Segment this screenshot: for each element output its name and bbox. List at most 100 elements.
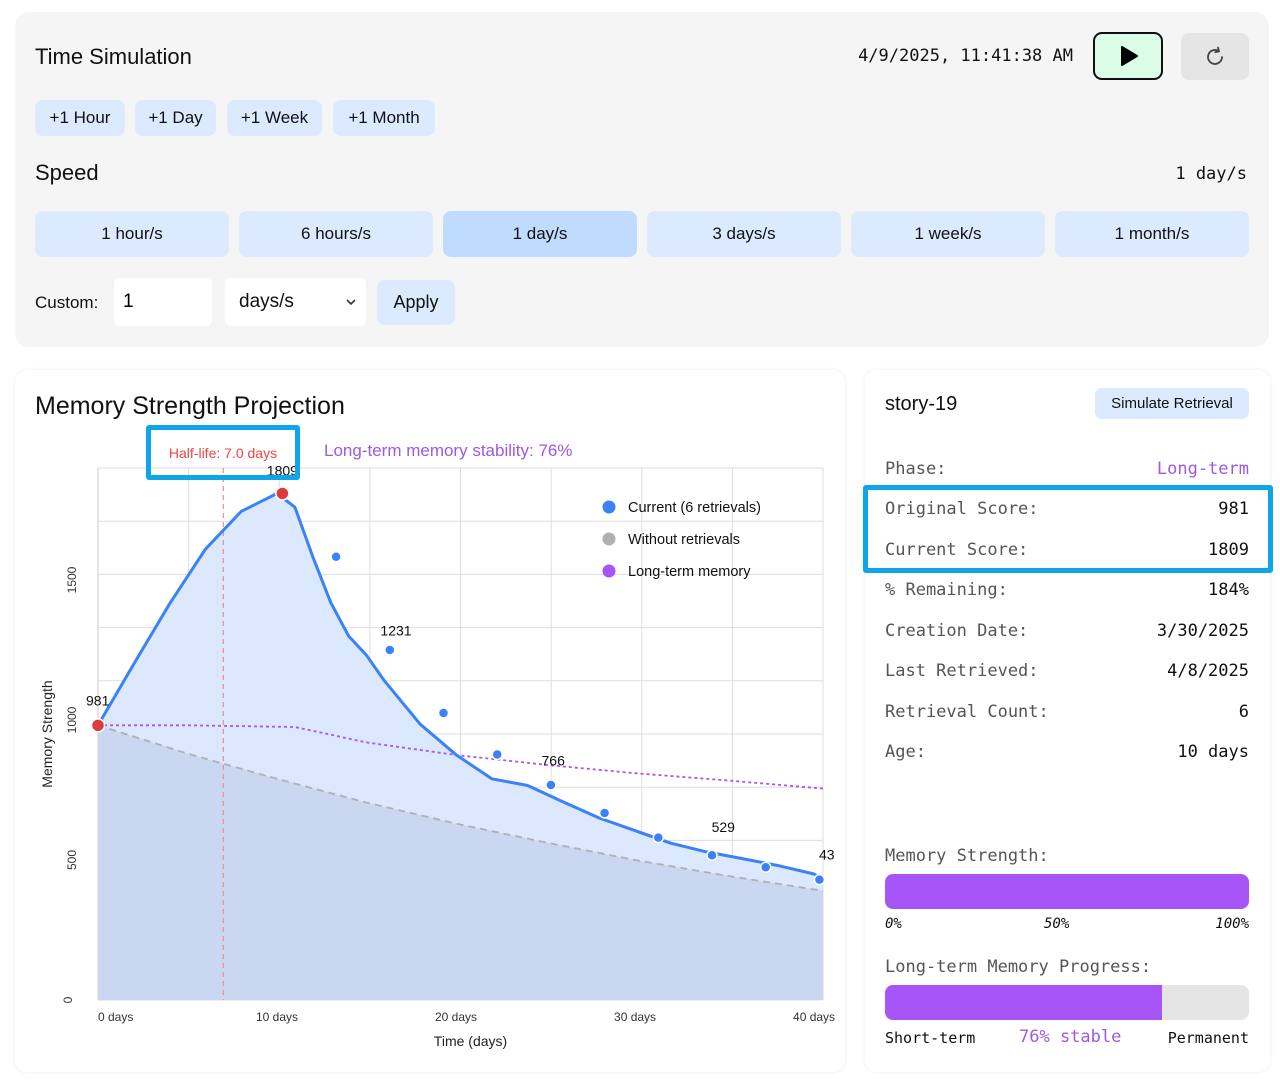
stat-label: Last Retrieved: xyxy=(885,661,1039,681)
play-button[interactable] xyxy=(1093,32,1163,80)
strength-tick-50: 50% xyxy=(1044,916,1070,932)
stat-row-phase: Phase: Long-term xyxy=(885,459,1249,483)
data-label: 43 xyxy=(819,847,835,863)
story-detail-card: story-19 Simulate Retrieval Phase: Long-… xyxy=(863,370,1273,1072)
retrieval-point xyxy=(652,831,665,844)
retrieval-point xyxy=(384,644,396,656)
score-marker xyxy=(90,718,106,733)
chevron-down-icon xyxy=(346,299,356,306)
chart-title: Memory Strength Projection xyxy=(35,392,345,420)
memory-strength-bar xyxy=(885,874,1249,909)
chart-areas xyxy=(98,493,823,1000)
speed-3-days-button[interactable]: 3 days/s xyxy=(647,211,841,257)
apply-button[interactable]: Apply xyxy=(377,280,455,325)
story-id: story-19 xyxy=(885,393,958,415)
short-term-label: Short-term xyxy=(885,1029,976,1047)
current-score-value: 1809 xyxy=(1208,540,1249,560)
phase-value: Long-term xyxy=(1156,459,1249,479)
speed-6-hours-button[interactable]: 6 hours/s xyxy=(239,211,433,257)
simulated-datetime: 4/9/2025, 11:41:38 AM xyxy=(858,46,1073,66)
y-tick-label: 1500 xyxy=(65,566,79,593)
speed-1-month-button[interactable]: 1 month/s xyxy=(1055,211,1249,257)
chart-labels: 0 days 10 days 20 days 30 days 40 days 0 500 10… xyxy=(39,462,835,1049)
strength-tick-0: 0% xyxy=(885,916,902,932)
retrieval-point xyxy=(437,707,450,719)
stat-label: Creation Date: xyxy=(885,621,1029,641)
jump-week-button[interactable]: +1 Week xyxy=(227,100,322,136)
retrieval-count-value: 6 xyxy=(1238,702,1249,722)
speed-1-hour-button[interactable]: 1 hour/s xyxy=(35,211,229,257)
half-life-highlight: Half-life: 7.0 days xyxy=(146,425,300,480)
stat-label: Original Score: xyxy=(885,499,1039,519)
stat-label: Retrieval Count: xyxy=(885,702,1049,722)
stat-row-retrieval-count: Retrieval Count: 6 xyxy=(885,702,1249,726)
long-term-progress-label: Long-term Memory Progress: xyxy=(885,957,1152,977)
stable-percent-label: 76% stable xyxy=(1019,1027,1122,1047)
panel-title: Time Simulation xyxy=(35,44,192,69)
stat-row-original-score: Original Score: 981 xyxy=(885,499,1249,523)
jump-day-button[interactable]: +1 Day xyxy=(135,100,216,136)
y-tick-label: 1000 xyxy=(65,706,79,733)
legend-label: Long-term memory xyxy=(628,564,751,580)
x-tick-label: 0 days xyxy=(98,1010,133,1024)
chart-lines xyxy=(96,468,824,1000)
chart-points xyxy=(90,486,826,886)
stat-row-last-retrieved: Last Retrieved: 4/8/2025 xyxy=(885,661,1249,685)
play-icon xyxy=(1121,46,1138,66)
age-value: 10 days xyxy=(1177,742,1249,762)
data-label: 529 xyxy=(712,819,736,835)
legend-label: Without retrievals xyxy=(628,532,740,548)
retrieval-point xyxy=(759,861,772,874)
jump-hour-button[interactable]: +1 Hour xyxy=(35,100,125,136)
stat-row-creation-date: Creation Date: 3/30/2025 xyxy=(885,621,1249,645)
legend-dot xyxy=(602,500,616,514)
x-tick-label: 30 days xyxy=(614,1010,656,1024)
creation-date-value: 3/30/2025 xyxy=(1156,621,1249,641)
speed-value: 1 day/s xyxy=(1175,164,1247,184)
remaining-value: 184% xyxy=(1208,580,1249,600)
stability-label: Long-term memory stability: 76% xyxy=(324,441,573,460)
retrieval-point xyxy=(813,873,826,886)
long-term-progress-fill xyxy=(885,985,1162,1020)
memory-chart-card: 0 days 10 days 20 days 30 days 40 days 0 500 10… xyxy=(15,370,845,1072)
data-label: 1231 xyxy=(380,622,411,638)
long-term-progress-bar xyxy=(885,985,1249,1020)
x-tick-label: 40 days xyxy=(793,1010,835,1024)
stat-label: % Remaining: xyxy=(885,580,1008,600)
custom-label: Custom: xyxy=(35,293,99,312)
score-highlight xyxy=(863,485,1273,573)
stat-row-age: Age: 10 days xyxy=(885,742,1249,766)
legend-label: Current (6 retrievals) xyxy=(628,500,761,516)
last-retrieved-value: 4/8/2025 xyxy=(1167,661,1249,681)
speed-unit-value: days/s xyxy=(239,291,294,312)
time-simulation-panel: Time Simulation 4/9/2025, 11:41:38 AM +1… xyxy=(15,12,1269,347)
simulate-retrieval-button[interactable]: Simulate Retrieval xyxy=(1095,388,1249,419)
y-tick-label: 500 xyxy=(65,850,79,870)
y-tick-label: 0 xyxy=(61,996,75,1003)
retrieval-point xyxy=(545,779,557,791)
original-score-value: 981 xyxy=(1218,499,1249,519)
retrieval-point xyxy=(330,551,342,563)
without-retrievals-line xyxy=(97,724,824,892)
memory-strength-chart: 0 days 10 days 20 days 30 days 40 days 0 500 10… xyxy=(39,462,835,1049)
permanent-label: Permanent xyxy=(1167,1029,1249,1047)
memory-strength-label: Memory Strength: xyxy=(885,846,1049,866)
stat-row-remaining: % Remaining: 184% xyxy=(885,580,1249,604)
chart-legend: Current (6 retrievals) Without retrievals… xyxy=(602,500,761,580)
stat-label: Phase: xyxy=(885,459,947,479)
retrieval-point xyxy=(491,748,503,761)
custom-speed-input[interactable] xyxy=(114,278,212,326)
legend-dot xyxy=(602,564,616,578)
x-tick-label: 10 days xyxy=(256,1010,298,1024)
reset-button[interactable] xyxy=(1181,33,1249,80)
speed-unit-select[interactable]: days/s xyxy=(225,278,366,326)
jump-month-button[interactable]: +1 Month xyxy=(333,100,435,136)
y-axis-label: Memory Strength xyxy=(39,680,55,787)
stat-row-current-score: Current Score: 1809 xyxy=(885,540,1249,564)
speed-1-week-button[interactable]: 1 week/s xyxy=(851,211,1045,257)
x-tick-label: 20 days xyxy=(435,1010,477,1024)
speed-1-day-button[interactable]: 1 day/s xyxy=(443,211,637,257)
legend-dot xyxy=(602,532,616,546)
without-retrievals-area xyxy=(98,725,823,1000)
stat-label: Age: xyxy=(885,742,926,762)
